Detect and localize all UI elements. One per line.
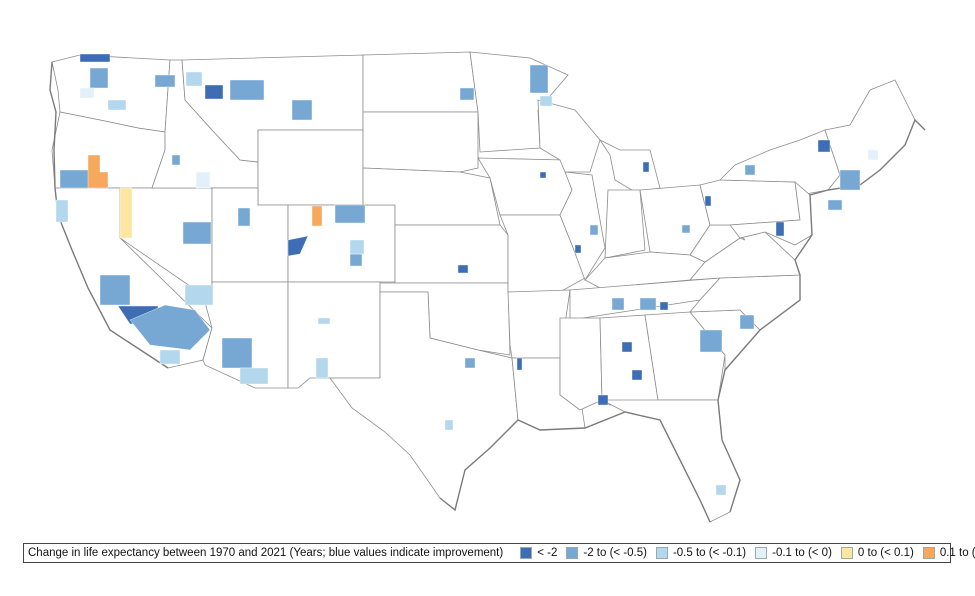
county-dark-13: [539, 171, 547, 179]
county-light-10: [107, 99, 127, 111]
county-mid-6: [89, 67, 109, 89]
county-mid-14: [291, 99, 313, 121]
county-mid-5: [334, 204, 366, 224]
county-light-3: [239, 367, 269, 385]
county-dark-4: [287, 235, 309, 257]
state-kansas: [394, 224, 509, 284]
county-mid-21: [349, 253, 363, 267]
county-dark-12: [659, 301, 669, 311]
legend-label-6: 0.1 to (< 0.5): [939, 547, 975, 559]
state-new-england: [824, 79, 916, 186]
county-light-7: [185, 71, 203, 87]
county-mid-10: [99, 274, 131, 306]
county-mid-1: [129, 304, 211, 351]
county-light-6: [315, 357, 329, 379]
county-dark-6: [516, 357, 523, 371]
county-mid-13: [459, 87, 475, 101]
county-vlight-1: [195, 171, 211, 189]
county-mid-7: [229, 79, 265, 101]
state-south-dakota: [362, 111, 479, 173]
county-mid-19: [681, 224, 691, 234]
legend-label-2: -2 to (< -0.5): [583, 547, 647, 559]
county-mid-22: [464, 357, 476, 369]
county-mid-11: [699, 329, 723, 353]
county-mid-24: [744, 164, 756, 176]
county-dark-5: [457, 264, 469, 274]
county-dark-11: [642, 161, 650, 173]
county-dark-14: [704, 195, 712, 207]
county-mid-16: [639, 297, 657, 311]
legend-title: Change in life expectancy between 1970 a…: [28, 547, 504, 559]
legend-label-5: 0 to (< 0.1): [857, 547, 914, 559]
county-mid-17: [739, 314, 755, 330]
legend-item-6: 0.1 to (< 0.5): [922, 547, 975, 559]
county-mid-9: [154, 74, 176, 88]
state-new-mexico: [287, 281, 381, 389]
county-mid-20: [237, 207, 251, 227]
county-mid-15: [611, 297, 625, 311]
county-light-8: [539, 95, 553, 107]
legend-item-1: < -2: [520, 547, 557, 559]
county-mid-3: [221, 337, 253, 369]
county-dark-2: [204, 84, 224, 100]
legend-item-3: -0.5 to (< -0.1): [655, 547, 747, 559]
legend-item-5: 0 to (< 0.1): [840, 547, 914, 559]
state-michigan: [598, 138, 661, 193]
state-boundaries: [51, 51, 916, 523]
county-mid-12: [839, 169, 861, 191]
county-mid-25: [171, 154, 181, 166]
county-dark-8: [621, 341, 633, 353]
state-wyoming: [257, 129, 364, 206]
legend-label-1: < -2: [537, 547, 558, 559]
state-mississippi: [559, 317, 603, 411]
county-light-12: [444, 419, 454, 431]
legend-item-4: -0.1 to (< 0): [755, 547, 832, 559]
legend-swatch-6: [922, 547, 935, 559]
county-dark-9: [597, 394, 609, 406]
county-vlight-3: [867, 149, 879, 161]
atlantic-coastline: [717, 118, 926, 513]
county-dark-7: [817, 139, 831, 153]
county-dark-15: [631, 369, 643, 381]
county-mid-23: [827, 199, 843, 211]
state-pennsylvania: [699, 179, 801, 226]
gulf-coastline: [439, 411, 711, 523]
county-dark-16: [574, 244, 582, 254]
county-mid-2: [529, 64, 549, 94]
county-mid-18: [589, 224, 599, 236]
county-dark-1: [79, 53, 111, 63]
map-legend: Change in life expectancy between 1970 a…: [23, 543, 975, 563]
legend-item-2: -2 to (< -0.5): [566, 547, 647, 559]
county-light-5: [349, 239, 365, 255]
legend-label-4: -0.1 to (< 0): [772, 547, 832, 559]
county-yellow-1: [119, 187, 133, 239]
state-wisconsin: [537, 99, 601, 173]
legend-swatch-1: [520, 547, 533, 559]
county-light-11: [317, 317, 331, 325]
county-light-4: [55, 199, 69, 223]
state-north-dakota: [362, 51, 479, 113]
legend-swatch-3: [655, 547, 668, 559]
county-light-2: [184, 284, 214, 306]
state-indiana: [604, 189, 646, 259]
state-illinois: [559, 171, 606, 281]
county-light-9: [715, 484, 727, 496]
county-dark-10: [775, 221, 785, 237]
legend-label-3: -0.5 to (< -0.1): [672, 547, 747, 559]
county-light-1: [159, 349, 181, 365]
county-mid-4: [182, 221, 212, 245]
legend-swatch-2: [566, 547, 579, 559]
legend-swatch-4: [755, 547, 768, 559]
county-orange-2: [311, 205, 323, 227]
county-fills: [55, 53, 879, 496]
legend-swatch-5: [840, 547, 853, 559]
county-orange-1: [87, 154, 109, 189]
county-vlight-2: [79, 87, 95, 99]
